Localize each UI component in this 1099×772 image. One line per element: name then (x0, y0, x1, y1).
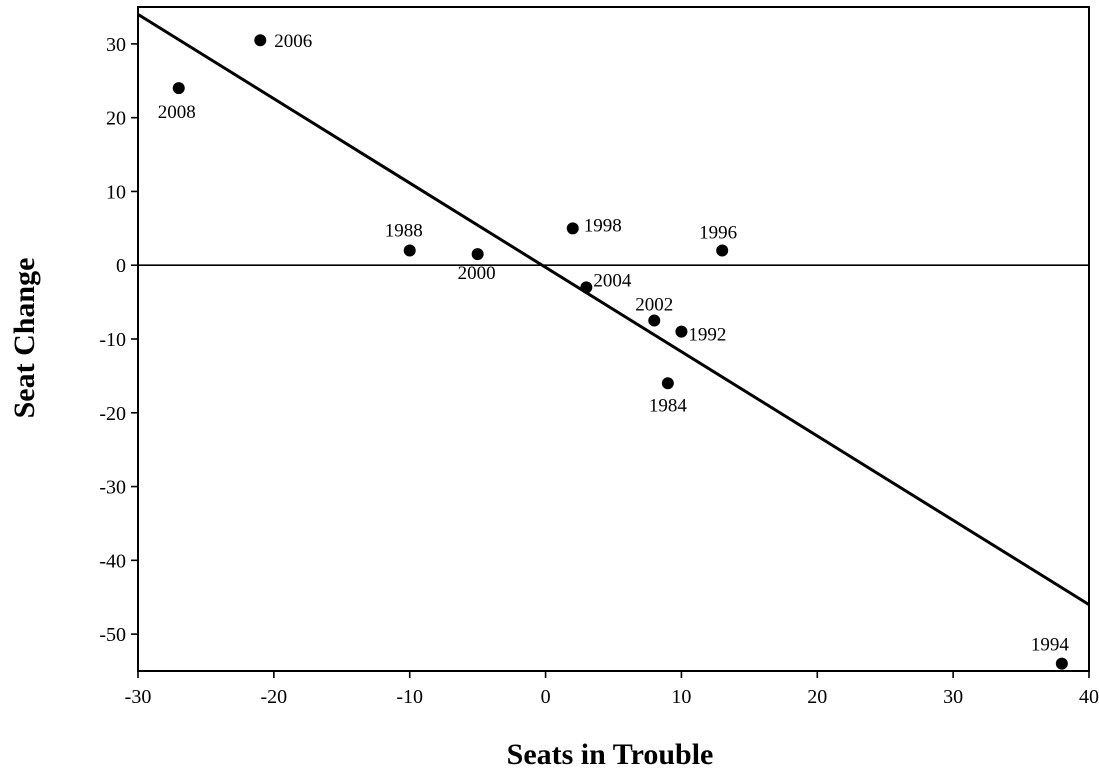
y-tick-label: 20 (106, 108, 126, 130)
data-point-1988 (403, 244, 416, 257)
y-tick-label: -50 (99, 624, 126, 646)
y-tick-label: -40 (99, 550, 126, 572)
data-point-1992 (675, 325, 688, 338)
x-tick-label: 0 (541, 686, 551, 708)
y-tick-label: 0 (116, 255, 126, 277)
x-tick-label: -20 (261, 686, 288, 708)
x-tick-label: 10 (671, 686, 691, 708)
data-point-label-1984: 1984 (649, 395, 688, 416)
y-tick-label: 10 (106, 181, 126, 203)
data-point-label-1994: 1994 (1031, 635, 1070, 656)
trend-line-group (137, 13, 1090, 606)
y-tick-label: 30 (106, 34, 126, 56)
x-tick-label: 30 (943, 686, 963, 708)
data-point-label-2000: 2000 (458, 263, 496, 284)
data-point-label-2002: 2002 (635, 295, 673, 316)
x-tick-label: -30 (125, 686, 152, 708)
y-tick-label: -30 (99, 477, 126, 499)
data-point-1996 (716, 244, 729, 257)
y-axis-title: Seat Change (8, 258, 41, 419)
x-axis-title: Seats in Trouble (507, 738, 714, 771)
trend-line (137, 13, 1090, 606)
x-tick-label: 40 (1079, 686, 1099, 708)
data-point-2008 (172, 82, 185, 95)
plot-frame (137, 6, 1090, 672)
data-point-2006 (254, 34, 267, 47)
y-axis-ticks: 30 20 10 0 -10 -20 -30 -40 -50 (99, 34, 138, 646)
data-point-label-2008: 2008 (158, 102, 196, 123)
data-point-label-1998: 1998 (584, 215, 622, 236)
data-point-label-1988: 1988 (385, 220, 423, 241)
y-tick-label: -10 (99, 329, 126, 351)
x-tick-label: 20 (807, 686, 827, 708)
data-point-2004 (580, 281, 593, 294)
data-point-1984 (661, 377, 674, 390)
y-tick-label: -20 (99, 403, 126, 425)
data-point-label-1996: 1996 (699, 222, 737, 243)
data-point-label-1992: 1992 (688, 325, 726, 346)
x-tick-label: -10 (396, 686, 423, 708)
data-point-label-2004: 2004 (593, 270, 632, 291)
data-point-2002 (648, 314, 661, 327)
data-point-1994 (1055, 657, 1068, 670)
data-point-label-2006: 2006 (274, 31, 312, 52)
data-point-2000 (471, 248, 484, 261)
data-point-1998 (566, 222, 579, 235)
x-axis-ticks: -30 -20 -10 0 10 20 30 40 (125, 671, 1099, 708)
